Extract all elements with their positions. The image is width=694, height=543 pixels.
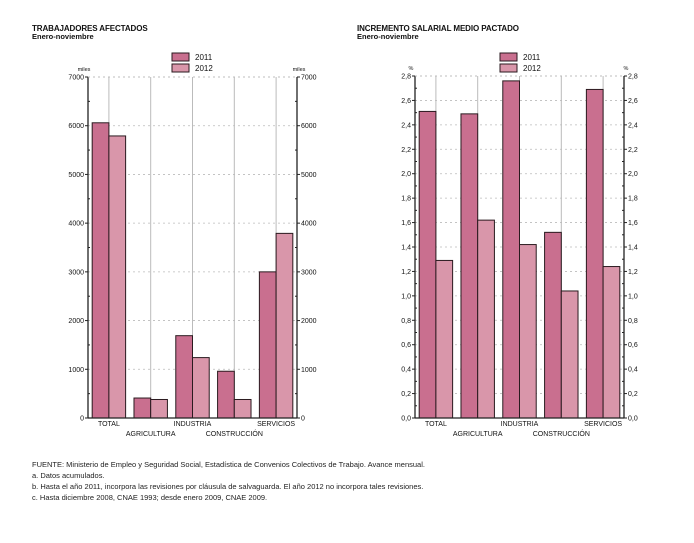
x-category-label: AGRICULTURA xyxy=(453,431,503,438)
bar-2011-total xyxy=(91,122,110,419)
footnote-a: a. Datos acumulados. xyxy=(32,471,105,480)
bar-2011-total xyxy=(418,110,437,419)
y-tick-label-right: 2000 xyxy=(301,318,317,325)
bar-2012-agricultura xyxy=(477,219,495,419)
y-tick-label-left: 6000 xyxy=(68,123,84,130)
x-category-label: AGRICULTURA xyxy=(126,431,176,438)
x-category-label: SERVICIOS xyxy=(584,421,622,428)
y-tick-label-left: 1,6 xyxy=(401,220,411,227)
bar-2012-industria xyxy=(519,244,537,419)
bar-2011-agricultura xyxy=(133,397,152,419)
y-tick-label-left: 1,4 xyxy=(401,245,411,252)
bar-2011-servicios xyxy=(585,88,604,419)
y-tick-label-right: 0,6 xyxy=(628,342,638,349)
footnote-source: FUENTE: Ministerio de Empleo y Seguridad… xyxy=(32,460,425,469)
chart1-title: TRABAJADORES AFECTADOS xyxy=(32,24,148,33)
y-tick-label-left: 2000 xyxy=(68,318,84,325)
y-tick-label-right: 0,4 xyxy=(628,367,638,374)
y-tick-label-right: 2,6 xyxy=(628,98,638,105)
y-tick-label-left: 2,4 xyxy=(401,122,411,129)
y-tick-label-right: 0,8 xyxy=(628,318,638,325)
y-tick-label-left: 1000 xyxy=(68,367,84,374)
bar-2012-servicios xyxy=(602,266,621,419)
y-tick-label-right: 3000 xyxy=(301,269,317,276)
y-tick-label-left: 5000 xyxy=(68,172,84,179)
y-tick-label-left: 1,2 xyxy=(401,269,411,276)
y-tick-label-left: 2,6 xyxy=(401,98,411,105)
bar-2012-servicios xyxy=(275,232,294,419)
bar-2011-industria xyxy=(175,335,193,419)
y-tick-label-left: 3000 xyxy=(68,269,84,276)
y-tick-label-right: 1,4 xyxy=(628,245,638,252)
y-tick-label-right: 1,8 xyxy=(628,196,638,203)
unit-label-left: miles xyxy=(78,67,91,73)
unit-label-right: miles xyxy=(293,67,306,73)
x-category-label: INDUSTRIA xyxy=(174,421,212,428)
x-category-label: TOTAL xyxy=(425,421,447,428)
bar-2012-total xyxy=(108,135,127,419)
y-tick-label-right: 1,0 xyxy=(628,293,638,300)
chart-2 xyxy=(412,52,627,419)
y-tick-label-right: 5000 xyxy=(301,172,317,179)
legend-label-2011: 2011 xyxy=(523,53,541,62)
bar-2012-construcción xyxy=(560,290,579,419)
y-tick-label-left: 0,0 xyxy=(401,416,411,423)
legend-label-2011: 2011 xyxy=(195,53,213,62)
y-tick-label-right: 4000 xyxy=(301,221,317,228)
legend-label-2012: 2012 xyxy=(523,64,541,73)
y-tick-label-left: 1,8 xyxy=(401,196,411,203)
y-tick-label-right: 1000 xyxy=(301,367,317,374)
x-category-label: INDUSTRIA xyxy=(501,421,539,428)
chart1-subtitle: Enero-noviembre xyxy=(32,32,94,41)
bar-2012-construcción xyxy=(233,398,252,419)
y-tick-label-right: 1,2 xyxy=(628,269,638,276)
y-tick-label-left: 2,0 xyxy=(401,171,411,178)
y-tick-label-left: 0,8 xyxy=(401,318,411,325)
y-tick-label-right: 7000 xyxy=(301,75,317,82)
bar-2011-construcción xyxy=(544,231,562,419)
x-category-label: TOTAL xyxy=(98,421,120,428)
y-tick-label-left: 4000 xyxy=(68,221,84,228)
y-tick-label-left: 0,6 xyxy=(401,342,411,349)
y-tick-label-right: 0,0 xyxy=(628,416,638,423)
legend-swatch-2011 xyxy=(171,52,190,62)
footnote-c: c. Hasta diciembre 2008, CNAE 1993; desd… xyxy=(32,493,268,502)
y-tick-label-right: 2,2 xyxy=(628,147,638,154)
unit-label-left: % xyxy=(409,66,414,72)
legend-swatch-2011 xyxy=(499,52,518,62)
y-tick-label-left: 0,4 xyxy=(401,367,411,374)
x-category-label: CONSTRUCCIÓN xyxy=(206,429,263,438)
y-tick-label-right: 2,8 xyxy=(628,74,638,81)
chart2-title: INCREMENTO SALARIAL MEDIO PACTADO xyxy=(357,24,519,33)
footnote-b: b. Hasta el año 2011, incorpora las revi… xyxy=(32,482,424,491)
y-tick-label-right: 2,0 xyxy=(628,171,638,178)
y-tick-label-left: 2,8 xyxy=(401,74,411,81)
y-tick-label-left: 0,2 xyxy=(401,391,411,398)
bar-2012-total xyxy=(435,259,454,419)
legend-label-2012: 2012 xyxy=(195,64,213,73)
y-tick-label-right: 0,2 xyxy=(628,391,638,398)
y-tick-label-right: 2,4 xyxy=(628,122,638,129)
unit-label-right: % xyxy=(624,66,629,72)
legend-swatch-2012 xyxy=(499,63,518,73)
bar-2011-industria xyxy=(502,80,520,419)
y-tick-label-right: 1,6 xyxy=(628,220,638,227)
x-category-label: SERVICIOS xyxy=(257,421,295,428)
legend-swatch-2012 xyxy=(171,63,190,73)
y-tick-label-left: 1,0 xyxy=(401,293,411,300)
bar-2011-construcción xyxy=(217,370,235,419)
y-tick-label-left: 0 xyxy=(80,416,84,423)
bar-2012-agricultura xyxy=(150,398,168,419)
y-tick-label-right: 6000 xyxy=(301,123,317,130)
y-tick-label-left: 7000 xyxy=(68,75,84,82)
bar-2012-industria xyxy=(192,357,210,419)
bar-2011-agricultura xyxy=(460,113,479,419)
chart2-subtitle: Enero-noviembre xyxy=(357,32,419,41)
x-category-label: CONSTRUCCIÓN xyxy=(533,429,590,438)
chart-1 xyxy=(85,52,300,419)
y-tick-label-right: 0 xyxy=(301,416,305,423)
bar-2011-servicios xyxy=(258,271,277,419)
y-tick-label-left: 2,2 xyxy=(401,147,411,154)
